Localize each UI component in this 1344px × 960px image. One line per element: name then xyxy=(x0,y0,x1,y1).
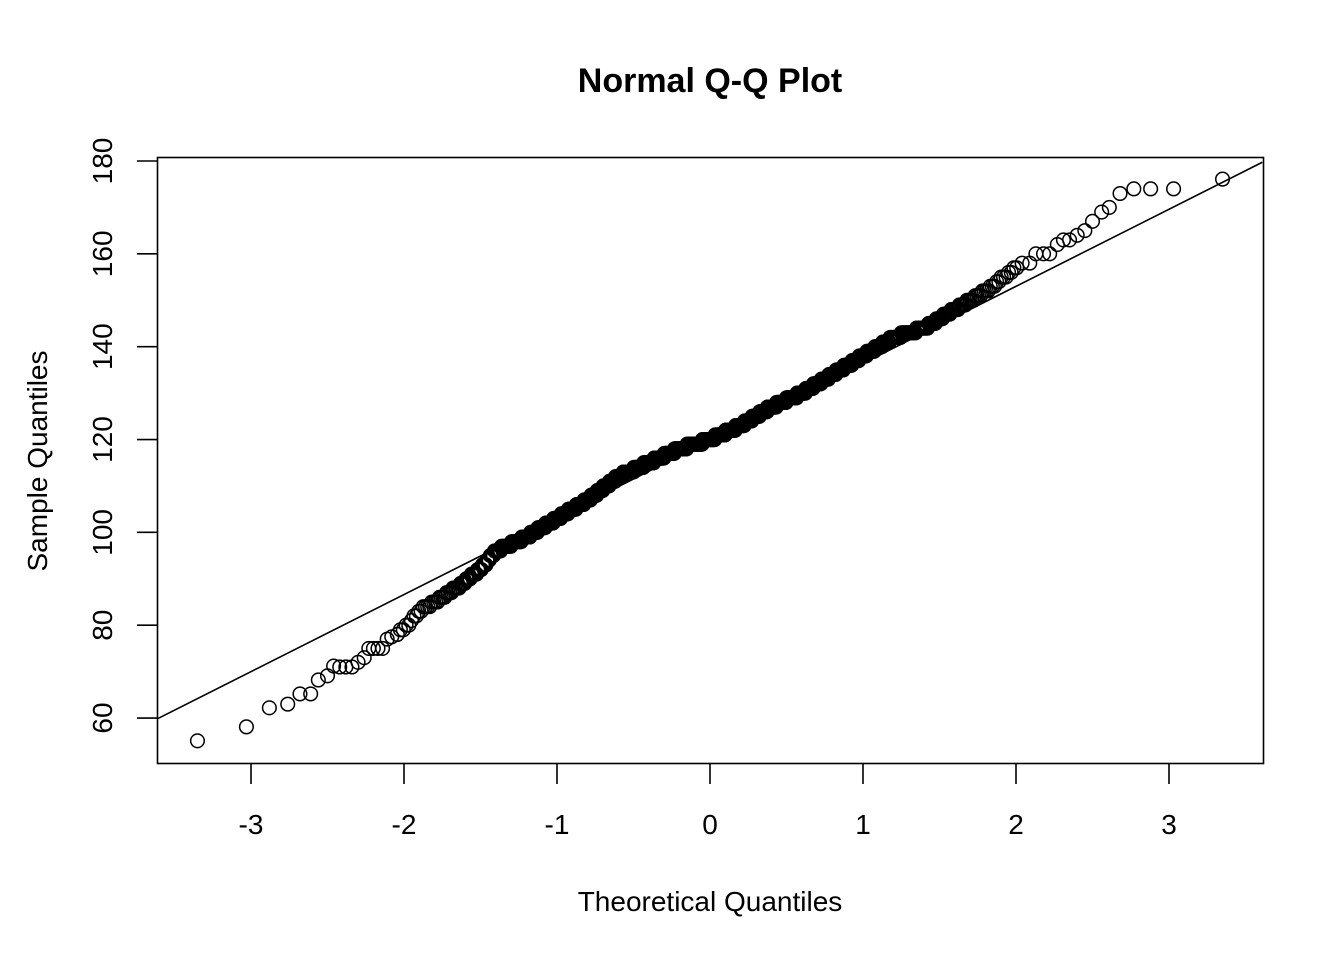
data-point xyxy=(1143,181,1159,197)
data-point xyxy=(1069,227,1085,243)
data-point xyxy=(238,719,254,735)
x-tick-label: 1 xyxy=(855,809,871,840)
data-point xyxy=(1062,232,1078,248)
data-point xyxy=(1215,171,1231,187)
y-tick-label: 80 xyxy=(87,610,118,641)
data-point xyxy=(1055,232,1071,248)
data-point xyxy=(1042,246,1058,262)
data-point xyxy=(1022,255,1038,271)
y-tick-label: 60 xyxy=(87,702,118,733)
data-point xyxy=(1126,181,1142,197)
data-point xyxy=(1112,185,1128,202)
data-point xyxy=(310,672,326,688)
data-point xyxy=(1084,213,1101,229)
y-axis: 60 80 100 120 140 160 180 xyxy=(87,138,158,734)
data-point xyxy=(375,640,391,656)
plot-frame xyxy=(156,156,1265,765)
data-point xyxy=(365,640,381,656)
x-tick-label: -1 xyxy=(545,809,570,840)
data-point xyxy=(261,700,277,716)
data-point xyxy=(1094,204,1110,220)
data-point xyxy=(280,696,296,712)
data-point xyxy=(1101,199,1117,215)
x-axis-label: Theoretical Quantiles xyxy=(578,886,843,917)
data-point xyxy=(356,650,372,666)
data-point xyxy=(1028,246,1044,262)
data-point xyxy=(1009,260,1025,276)
chart-title: Normal Q-Q Plot xyxy=(578,62,842,100)
x-axis: -3 -2 -1 0 1 2 3 xyxy=(239,763,1177,840)
y-tick-label: 160 xyxy=(87,230,118,277)
x-tick-label: 3 xyxy=(1161,809,1177,840)
y-axis-label: Sample Quantiles xyxy=(22,350,53,571)
data-point xyxy=(1166,181,1182,197)
data-point xyxy=(1014,255,1030,271)
y-tick-label: 100 xyxy=(87,509,118,556)
data-point xyxy=(1077,223,1093,239)
data-point xyxy=(370,640,386,656)
x-tick-label: 0 xyxy=(702,809,718,840)
y-tick-label: 120 xyxy=(87,416,118,463)
data-point xyxy=(1035,246,1052,262)
x-tick-label: 2 xyxy=(1008,809,1024,840)
data-point xyxy=(303,686,319,702)
x-tick-label: -3 xyxy=(239,809,264,840)
data-points xyxy=(189,171,1231,749)
data-point xyxy=(326,658,342,674)
data-point xyxy=(292,686,308,702)
data-point xyxy=(189,733,205,749)
y-tick-label: 140 xyxy=(87,323,118,370)
y-tick-label: 180 xyxy=(87,138,118,185)
x-tick-label: -2 xyxy=(392,809,417,840)
data-point xyxy=(332,659,348,675)
